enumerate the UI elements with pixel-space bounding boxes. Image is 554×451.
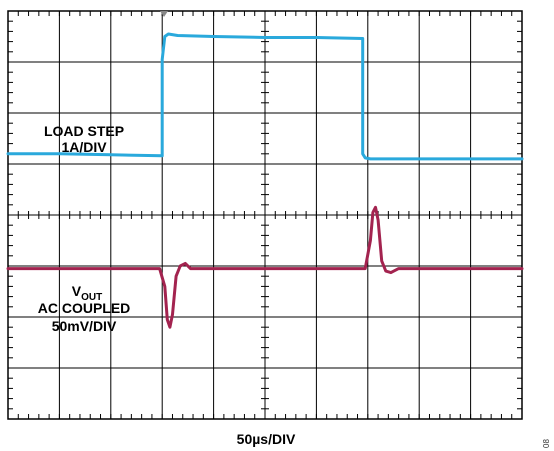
load-step-label-line2: 1A/DIV — [61, 139, 107, 155]
load-step-label: LOAD STEP 1A/DIV — [44, 123, 124, 155]
load-step-trace — [6, 32, 524, 161]
vout-label-line1: VOUT — [72, 283, 102, 303]
x-axis-label: 50µs/DIV — [237, 431, 296, 447]
vout-label: VOUT AC COUPLED 50mV/DIV — [38, 283, 131, 334]
vout-trace — [6, 205, 524, 329]
vout-label-sub: OUT — [81, 292, 102, 303]
load-step-label-line1: LOAD STEP — [44, 123, 124, 139]
vout-label-line2: AC COUPLED — [38, 300, 131, 316]
traces — [6, 32, 524, 329]
vout-label-line3: 50mV/DIV — [52, 318, 117, 334]
trigger-marker-icon — [160, 11, 168, 17]
vout-label-main: V — [72, 283, 82, 299]
figure-id: 08 — [542, 439, 551, 448]
